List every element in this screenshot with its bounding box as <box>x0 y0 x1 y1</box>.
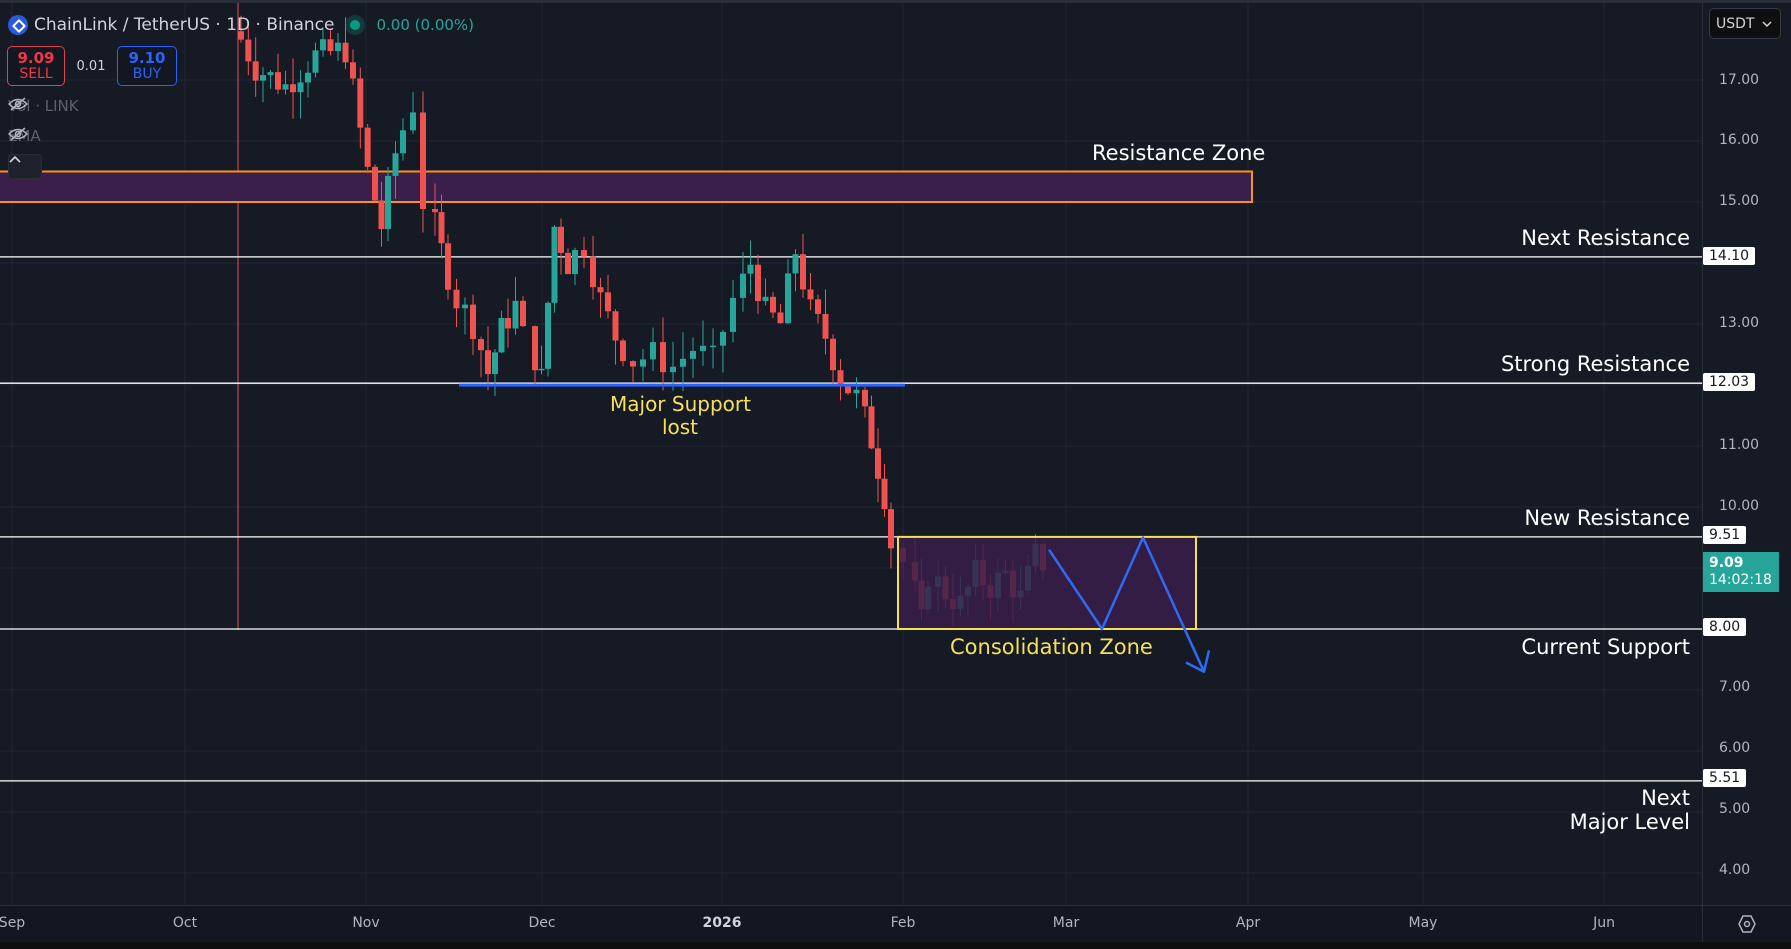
top-border <box>0 0 1791 3</box>
chainlink-logo-icon <box>8 15 28 35</box>
indicator-ema[interactable]: EMA <box>8 127 41 145</box>
x-tick: Oct <box>172 915 198 931</box>
sell-label: SELL <box>19 66 53 82</box>
trade-panel: 9.09 SELL 0.01 9.10 BUY <box>7 46 177 86</box>
chevron-up-icon <box>9 155 21 163</box>
last-price: 9.09 <box>1709 555 1744 571</box>
level-label-9-51: 9.51 <box>1703 526 1747 544</box>
last-price-badge: 9.09 14:02:18 <box>1703 552 1779 592</box>
sell-price: 9.09 <box>17 49 55 67</box>
level-label-14-10: 14.10 <box>1703 247 1756 265</box>
collapse-legend-button[interactable] <box>8 154 42 179</box>
buy-button[interactable]: 9.10 BUY <box>117 46 177 86</box>
y-tick: 11.00 <box>1719 437 1760 453</box>
eye-off-icon[interactable] <box>8 127 28 141</box>
buy-label: BUY <box>132 66 162 82</box>
candlestick-chart[interactable] <box>0 3 1702 905</box>
symbol-legend: ChainLink / TetherUS · 1D · Binance 0.00… <box>8 15 474 35</box>
bar-countdown: 14:02:18 <box>1709 572 1772 588</box>
y-tick: 7.00 <box>1719 679 1751 695</box>
x-tick: Feb <box>890 915 916 931</box>
major-support-line2: lost <box>661 415 699 439</box>
chevron-down-icon <box>1762 20 1772 27</box>
time-axis[interactable]: Sep Oct Nov Dec 2026 Feb Mar Apr May Jun <box>0 905 1702 942</box>
indicator-volume[interactable]: Vol · LINK <box>8 97 79 115</box>
next-major-line1: Next <box>1641 786 1690 810</box>
x-tick: May <box>1408 915 1438 931</box>
symbol-title[interactable]: ChainLink / TetherUS · 1D · Binance <box>34 15 335 35</box>
level-label-8-00: 8.00 <box>1703 618 1747 636</box>
x-tick: Nov <box>352 915 380 931</box>
consolidation-zone-label: Consolidation Zone <box>950 635 1153 659</box>
sell-button[interactable]: 9.09 SELL <box>7 46 65 86</box>
x-tick: Mar <box>1052 915 1080 931</box>
x-tick: Apr <box>1235 915 1261 931</box>
indicator-volume-label: Vol · LINK <box>8 97 79 115</box>
resistance-zone-label: Resistance Zone <box>1092 141 1266 165</box>
new-resistance-label: New Resistance <box>1524 506 1690 530</box>
y-tick: 5.00 <box>1719 801 1751 817</box>
axis-corner <box>1702 905 1791 942</box>
major-support-line1: Major Support <box>610 392 751 416</box>
y-tick: 15.00 <box>1719 193 1760 209</box>
spread-value: 0.01 <box>76 58 106 74</box>
strong-resistance-label: Strong Resistance <box>1500 352 1690 376</box>
eye-off-icon[interactable] <box>8 97 28 111</box>
x-tick: Sep <box>0 915 26 931</box>
y-tick: 10.00 <box>1719 498 1760 514</box>
chart-plot-area[interactable]: ChainLink / TetherUS · 1D · Binance 0.00… <box>0 3 1702 905</box>
buy-price: 9.10 <box>128 49 166 67</box>
y-tick: 13.00 <box>1719 315 1760 331</box>
x-tick: Dec <box>528 915 556 931</box>
x-tick: 2026 <box>702 915 742 931</box>
y-tick: 17.00 <box>1719 72 1760 88</box>
y-tick: 16.00 <box>1719 132 1760 148</box>
y-tick: 4.00 <box>1719 862 1751 878</box>
current-support-label: Current Support <box>1521 635 1690 659</box>
price-axis[interactable]: USDT 17.00 16.00 15.00 13.00 11.00 10.00… <box>1702 3 1791 905</box>
currency-value: USDT <box>1716 15 1755 32</box>
price-change: 0.00 (0.00%) <box>376 16 475 34</box>
next-resistance-label: Next Resistance <box>1521 226 1690 250</box>
bottom-bar <box>0 942 1791 949</box>
major-support-lost-label: Major Support lost <box>610 392 751 439</box>
market-status-dot-icon[interactable] <box>350 20 361 30</box>
next-major-line2: Major Level <box>1569 810 1690 834</box>
level-label-5-51: 5.51 <box>1703 769 1747 787</box>
level-label-12-03: 12.03 <box>1703 373 1756 391</box>
currency-selector[interactable]: USDT <box>1709 8 1781 39</box>
y-tick: 6.00 <box>1719 740 1751 756</box>
gear-icon[interactable] <box>1737 914 1757 934</box>
next-major-level-label: Next Major Level <box>1570 786 1690 834</box>
x-tick: Jun <box>1593 915 1615 931</box>
